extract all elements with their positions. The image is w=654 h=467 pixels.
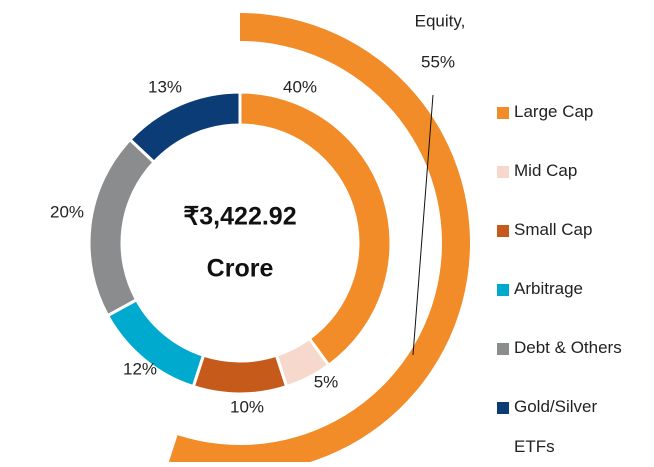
legend-swatch [497, 402, 509, 414]
slice-label: 10% [230, 397, 264, 416]
slice-label: 5% [314, 372, 339, 391]
slice-label: 40% [283, 77, 317, 96]
legend-swatch [497, 166, 509, 178]
legend-label: Large Cap [514, 102, 594, 121]
center-amount: ₹3,422.92 [183, 203, 296, 231]
legend-label: Debt & Others [514, 338, 622, 357]
legend-label: Mid Cap [514, 161, 578, 180]
leader-line [412, 94, 434, 356]
center-unit: Crore [207, 255, 274, 283]
donut-slice [191, 353, 289, 396]
slice-label: 13% [148, 77, 182, 96]
slice-label: 12% [123, 359, 157, 378]
slice-label: 20% [50, 202, 84, 221]
outer-ring-arc [168, 13, 470, 462]
donut-slice [105, 297, 206, 389]
donut-slice [274, 336, 331, 389]
legend-label: Small Cap [514, 220, 593, 239]
donut-slice [238, 90, 393, 368]
legend-label: Arbitrage [514, 279, 583, 298]
outer-ring-label: 55% [421, 52, 455, 71]
legend-swatch [497, 225, 509, 237]
legend-swatch [497, 343, 509, 355]
legend-swatch [497, 107, 509, 119]
legend-swatch [497, 284, 509, 296]
legend-label: Gold/Silver ETFs [514, 397, 598, 456]
donut-slice [87, 137, 157, 318]
outer-ring-name: Equity, [415, 11, 466, 30]
donut-slice [127, 90, 242, 165]
